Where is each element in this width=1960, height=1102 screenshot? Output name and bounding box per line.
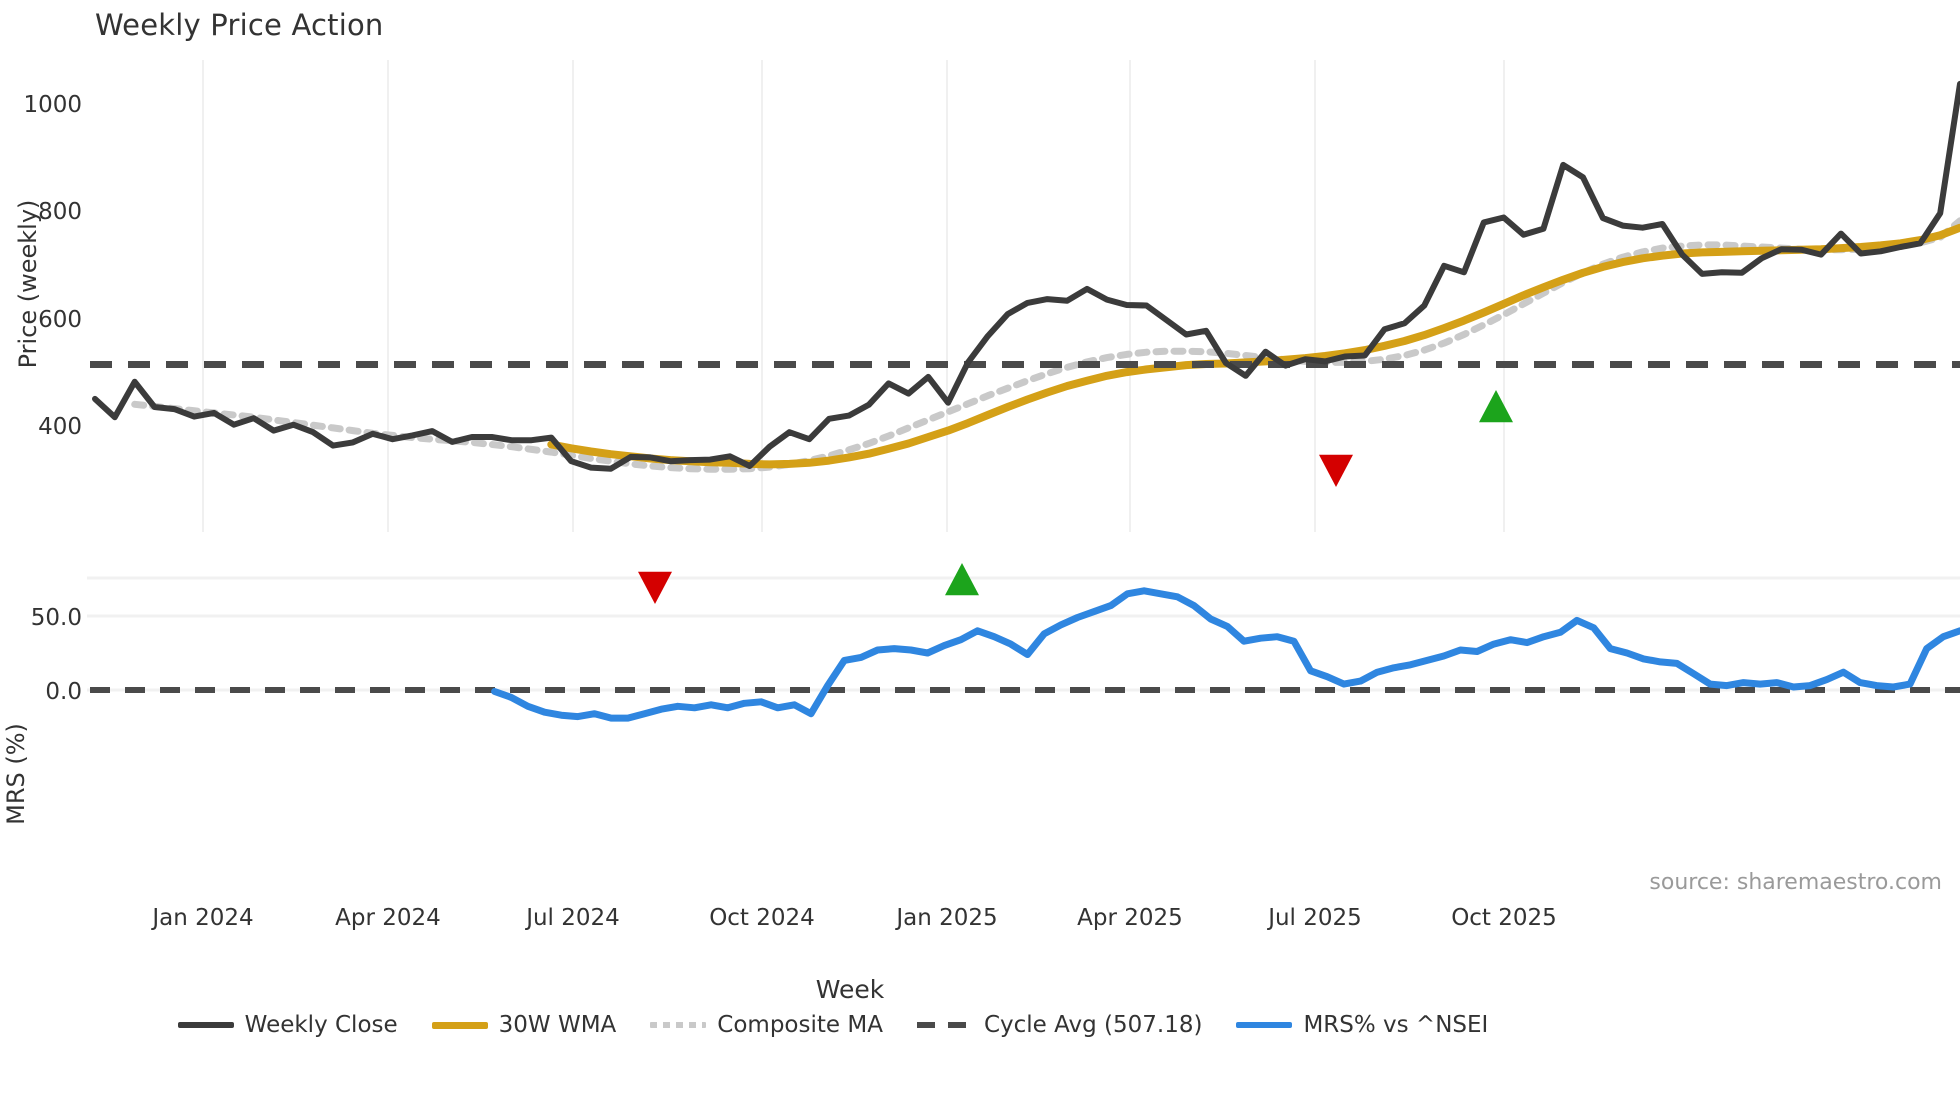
mrs-series-layer [90, 587, 1960, 722]
ytick-price-800: 800 [38, 199, 82, 225]
ytick-mrs-0: 0.0 [45, 679, 82, 705]
ytick-mrs-50: 50.0 [30, 605, 82, 631]
legend-label: Composite MA [717, 1012, 883, 1038]
ytick-price-400: 400 [38, 414, 82, 440]
legend-item-composite-ma[interactable]: Composite MA [650, 1012, 883, 1038]
legend-label: MRS% vs ^NSEI [1303, 1012, 1489, 1038]
page-title: Weekly Price Action [95, 8, 384, 42]
xtick-oct-2024: Oct 2024 [709, 905, 815, 931]
legend-label: Weekly Close [244, 1012, 398, 1038]
line-swatch-icon [431, 1021, 488, 1029]
buy-signal-marker [945, 563, 979, 596]
week-axis-label: Week [815, 975, 885, 1004]
xtick-apr-2025: Apr 2025 [1077, 905, 1183, 931]
line-swatch-icon [177, 1022, 234, 1028]
legend-label: Cycle Avg (507.18) [983, 1012, 1203, 1038]
xtick-oct-2025: Oct 2025 [1451, 905, 1557, 931]
dashed-line-swatch-icon [916, 1022, 973, 1028]
sell-signal-marker [1319, 454, 1353, 487]
ytick-price-600: 600 [38, 307, 82, 333]
legend-item-30w-wma[interactable]: 30W WMA [431, 1012, 617, 1038]
buy-signal-marker [1479, 390, 1513, 423]
gridlines [87, 60, 1960, 692]
legend-label: 30W WMA [498, 1012, 617, 1038]
sell-signal-marker [638, 571, 672, 604]
legend-item-weekly-close[interactable]: Weekly Close [177, 1012, 398, 1038]
xtick-jul-2024: Jul 2024 [526, 905, 620, 931]
legend-item-mrs[interactable]: MRS% vs ^NSEI [1236, 1012, 1488, 1038]
price-series-layer [90, 80, 1960, 473]
legend-item-cycle-avg[interactable]: Cycle Avg (507.18) [916, 1012, 1203, 1038]
legend: Weekly Close 30W WMA Composite MA Cycle … [0, 1012, 1700, 1038]
line-swatch-icon [1236, 1022, 1293, 1028]
source-attribution: source: sharemaestro.com [1649, 870, 1942, 895]
xtick-jan-2024: Jan 2024 [152, 905, 254, 931]
dotted-line-swatch-icon [650, 1022, 707, 1028]
xtick-jul-2025: Jul 2025 [1268, 905, 1362, 931]
xtick-apr-2024: Apr 2024 [335, 905, 441, 931]
signal-markers-layer [638, 390, 1513, 604]
ytick-price-1000: 1000 [23, 92, 82, 118]
xtick-jan-2025: Jan 2025 [896, 905, 998, 931]
